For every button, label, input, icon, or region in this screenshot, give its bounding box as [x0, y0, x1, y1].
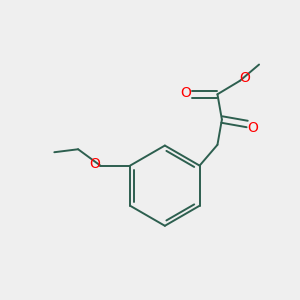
Text: O: O	[180, 86, 191, 100]
Text: O: O	[248, 121, 259, 135]
Text: O: O	[240, 71, 250, 85]
Text: O: O	[90, 157, 101, 171]
